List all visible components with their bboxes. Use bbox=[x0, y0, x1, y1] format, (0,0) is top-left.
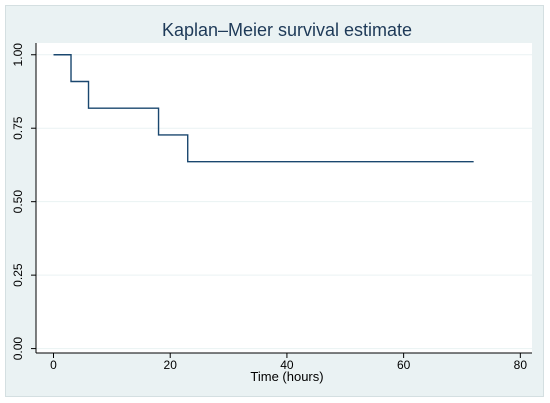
x-tick-label: 60 bbox=[397, 358, 411, 372]
gridlines bbox=[36, 54, 532, 350]
y-tick-label: 0.25 bbox=[11, 263, 25, 287]
y-tick-label: 0.75 bbox=[11, 116, 25, 140]
x-tick-label: 40 bbox=[280, 358, 294, 372]
y-tick-label: 1.00 bbox=[11, 43, 25, 67]
x-axis-label: Time (hours) bbox=[250, 369, 323, 384]
survival-step-line bbox=[53, 54, 474, 163]
x-tick-label: 0 bbox=[50, 358, 57, 372]
x-tick-label: 80 bbox=[514, 358, 528, 372]
chart-title: Kaplan–Meier survival estimate bbox=[162, 20, 412, 40]
axes bbox=[35, 43, 532, 354]
series-layer bbox=[53, 54, 474, 163]
ticks: 0.00 0.25 0.50 0.75 1.00 0 20 40 60 80 bbox=[11, 43, 527, 372]
y-tick-label: 0.00 bbox=[11, 337, 25, 361]
y-tick-label: 0.50 bbox=[11, 190, 25, 214]
x-tick-label: 20 bbox=[164, 358, 178, 372]
plot-area bbox=[36, 43, 532, 353]
